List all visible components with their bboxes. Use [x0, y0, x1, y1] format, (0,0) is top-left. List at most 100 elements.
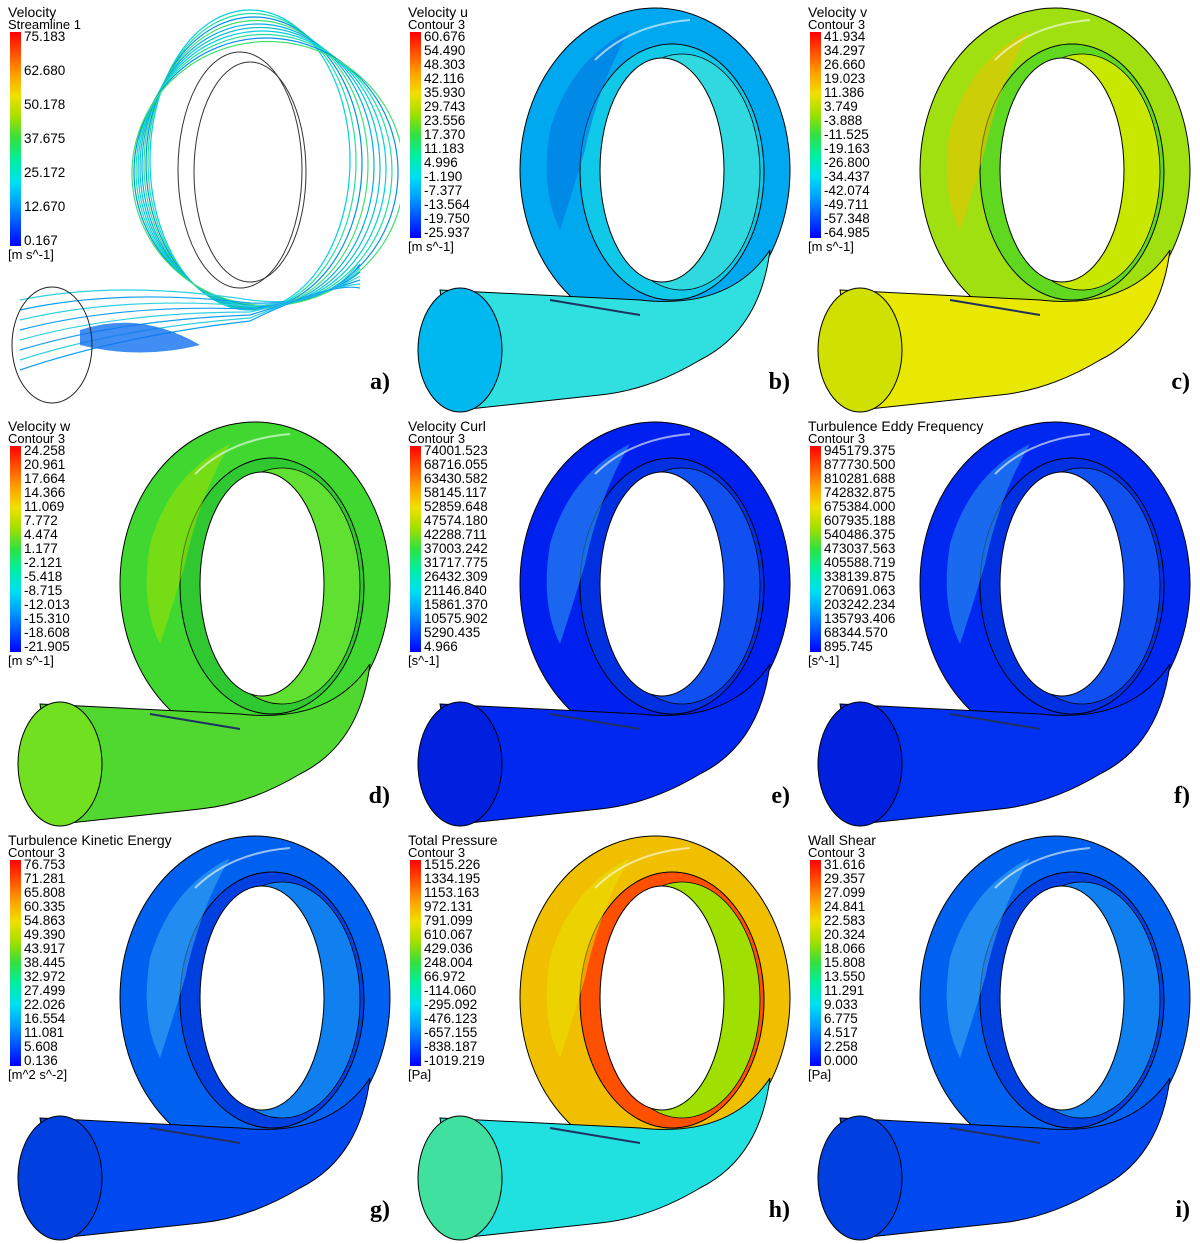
simulation-render — [417, 421, 791, 827]
legend-tick: 24.258 — [24, 443, 66, 458]
legend-tick: 1153.163 — [424, 885, 480, 900]
panel-d: Velocity w Contour 3 24.258 20.961 17.664 14.… — [0, 414, 400, 828]
legend-tick: 50.178 — [24, 97, 66, 112]
legend-tick: 4.996 — [424, 155, 458, 170]
legend-tick: 4.966 — [424, 639, 458, 654]
legend-unit: [m s^-1] — [408, 239, 454, 254]
legend-tick: 3.749 — [824, 99, 858, 114]
legend-tick: -13.564 — [424, 197, 470, 212]
legend-location: Streamline 1 — [8, 17, 81, 32]
legend-tick: 877730.500 — [824, 457, 896, 472]
legend-tick: 71.281 — [24, 871, 66, 886]
legend-tick: 11.183 — [424, 141, 465, 156]
legend-unit: [m s^-1] — [8, 653, 54, 668]
legend-tick: 7.772 — [24, 513, 58, 528]
color-scale-bar — [810, 32, 821, 238]
color-legend: Wall Shear Contour 3 31.616 29.357 27.099 24.… — [808, 833, 876, 1084]
simulation-render — [17, 835, 391, 1241]
legend-tick: 42288.711 — [424, 527, 487, 542]
legend-tick: 18.066 — [824, 941, 866, 956]
legend-tick: 1334.195 — [424, 871, 481, 886]
volute-model — [417, 835, 791, 1241]
color-scale-bar — [410, 446, 421, 652]
panel-f: Turbulence Eddy Frequency Contour 3 945179… — [800, 414, 1200, 828]
inlet-mouth — [17, 701, 103, 827]
panel-label: c) — [1171, 369, 1190, 395]
panel-label: i) — [1175, 1197, 1190, 1223]
legend-unit: [m s^-1] — [8, 247, 54, 262]
contour-patch — [946, 444, 1030, 644]
volute-model — [17, 421, 391, 827]
legend-tick: 27.499 — [24, 983, 66, 998]
legend-tick: 895.745 — [824, 639, 873, 654]
legend-tick: 27.099 — [824, 885, 866, 900]
legend-tick: -15.310 — [24, 611, 70, 626]
color-legend: Velocity Curl Contour 3 74001.523 68716.055… — [408, 419, 488, 670]
legend-tick: -2.121 — [24, 555, 63, 570]
simulation-render — [817, 7, 1191, 413]
legend-tick: -3.888 — [824, 113, 863, 128]
inlet-mouth — [817, 287, 903, 413]
inlet-pipe-surface — [839, 249, 1171, 411]
legend-location: Contour 3 — [808, 845, 866, 860]
inlet-pipe-surface — [439, 1077, 771, 1239]
legend-tick: -476.123 — [424, 1011, 478, 1026]
volute-tongue — [549, 299, 641, 316]
legend-tick: 66.972 — [424, 969, 466, 984]
inlet-mouth — [817, 701, 903, 827]
surface-highlight — [594, 433, 691, 475]
contour-patch — [546, 444, 630, 644]
legend-tick: 13.550 — [824, 969, 866, 984]
color-scale-bar — [410, 860, 421, 1066]
legend-tick: -42.074 — [824, 183, 870, 198]
legend-tick: 675384.000 — [824, 499, 896, 514]
legend-tick: 65.808 — [24, 885, 66, 900]
impeller-outline — [193, 61, 307, 283]
legend-tick: -18.608 — [24, 625, 70, 640]
legend-tick: -11.525 — [824, 127, 869, 142]
legend-tick: 68716.055 — [424, 457, 488, 472]
legend-tick: 9.033 — [824, 997, 858, 1012]
contour-patch — [546, 30, 630, 230]
legend-tick: -26.800 — [824, 155, 870, 170]
inlet-swirl — [80, 322, 200, 353]
inlet-pipe-surface — [39, 663, 371, 825]
legend-tick: -114.060 — [424, 983, 477, 998]
volute-central-opening — [199, 885, 325, 1111]
simulation-render — [17, 421, 391, 827]
surface-highlight — [594, 19, 691, 61]
legend-variable: Turbulence Eddy Frequency — [808, 418, 984, 434]
volute-model — [817, 421, 1191, 827]
streamline-model — [11, 9, 400, 404]
legend-tick: 1515.226 — [424, 857, 481, 872]
legend-tick: 135793.406 — [824, 611, 896, 626]
legend-tick: 945179.375 — [824, 443, 896, 458]
volute-tongue — [549, 713, 641, 730]
legend-tick: 270691.063 — [824, 583, 896, 598]
legend-tick: 17.370 — [424, 127, 466, 142]
legend-tick: 607935.188 — [824, 513, 896, 528]
legend-variable: Total Pressure — [408, 832, 498, 848]
inlet-mouth-outline — [11, 286, 93, 404]
legend-tick: 338139.875 — [824, 569, 896, 584]
legend-tick: 38.445 — [24, 955, 66, 970]
legend-tick: 19.023 — [824, 71, 866, 86]
legend-tick: 41.934 — [824, 29, 866, 44]
legend-tick: -1019.219 — [424, 1053, 485, 1068]
legend-tick: 0.136 — [24, 1053, 58, 1068]
legend-variable: Velocity w — [8, 418, 71, 434]
simulation-render — [817, 421, 1191, 827]
volute-central-opening — [599, 885, 725, 1111]
legend-tick: 43.917 — [24, 941, 66, 956]
legend-tick: 75.183 — [24, 29, 66, 44]
legend-tick: 2.258 — [824, 1039, 858, 1054]
streamline — [19, 286, 361, 371]
inlet-pipe-surface — [839, 1077, 1171, 1239]
volute-tongue — [149, 713, 241, 730]
legend-tick: 203242.234 — [824, 597, 896, 612]
legend-location: Contour 3 — [408, 431, 466, 446]
surface-highlight — [194, 847, 291, 889]
legend-tick: 5.608 — [24, 1039, 58, 1054]
legend-tick: 15861.370 — [424, 597, 488, 612]
panel-label: d) — [368, 783, 390, 809]
